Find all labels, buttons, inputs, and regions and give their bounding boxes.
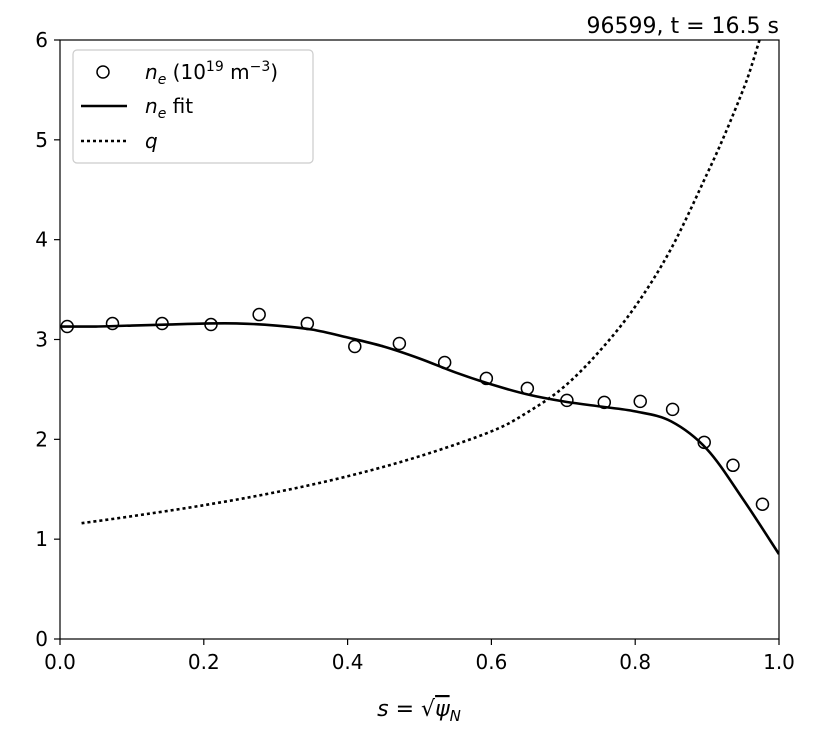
data-point: [665, 402, 680, 417]
data-point: [479, 371, 494, 386]
data-point: [755, 497, 770, 511]
y-tick-label: 2: [35, 427, 48, 451]
data-point: [597, 395, 612, 410]
points-layer: [60, 307, 770, 511]
legend-marker-points: [96, 65, 110, 79]
x-tick-label: 0.2: [188, 650, 220, 674]
y-tick-label: 3: [35, 328, 48, 352]
legend-label-points: ne (1019 m−3): [145, 59, 278, 88]
legend-label-fit: ne fit: [145, 94, 193, 122]
data-point: [105, 316, 120, 331]
data-point: [300, 316, 315, 331]
x-axis-label: s = √ψN: [377, 697, 461, 725]
data-point: [633, 394, 647, 409]
data-point: [437, 355, 452, 370]
series-line-ne-fit: [60, 322, 779, 555]
y-tick-label: 6: [35, 28, 48, 52]
data-point: [155, 316, 169, 331]
legend: ne (1019 m−3) ne fit q: [72, 49, 314, 164]
series-line-q: [81, 40, 761, 525]
x-tick-label: 0.0: [44, 650, 76, 674]
legend-box: [72, 49, 314, 164]
data-point: [726, 458, 740, 473]
data-point: [252, 307, 266, 322]
y-tick-label: 4: [35, 228, 48, 252]
data-point: [392, 336, 407, 351]
y-tick-label: 5: [35, 128, 48, 152]
series-layer: [60, 40, 779, 555]
x-tick-label: 1.0: [763, 650, 795, 674]
x-tick-label: 0.4: [332, 650, 364, 674]
y-tick-label: 1: [35, 527, 48, 551]
data-point: [204, 317, 218, 332]
data-point: [520, 381, 535, 396]
ticks-layer: 0.0 0.2 0.4 0.6 0.8 1.0 0 1 2 3 4 5 6: [35, 28, 795, 674]
y-tick-label: 0: [35, 627, 48, 651]
chart-title: 96599, t = 16.5 s: [587, 14, 779, 39]
data-point: [560, 393, 574, 408]
x-tick-label: 0.8: [619, 650, 651, 674]
data-point: [697, 435, 711, 450]
data-point: [348, 339, 362, 354]
x-tick-label: 0.6: [475, 650, 507, 674]
data-point: [60, 319, 74, 334]
legend-label-q: q: [145, 129, 158, 153]
